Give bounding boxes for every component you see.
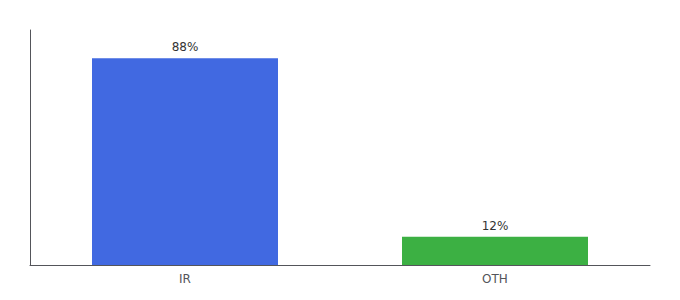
svg-text:88%: 88% xyxy=(172,40,199,54)
svg-text:12%: 12% xyxy=(482,219,509,233)
svg-text:OTH: OTH xyxy=(482,272,508,286)
svg-text:IR: IR xyxy=(179,272,191,286)
